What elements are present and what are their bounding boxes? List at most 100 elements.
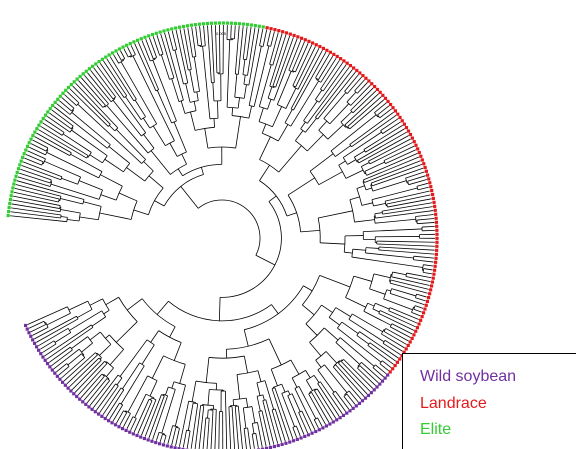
tree-internal-branch — [174, 49, 184, 85]
tree-internal-branch — [286, 212, 297, 217]
tree-leaf-branch — [372, 367, 384, 378]
tree-leaf-branch — [17, 176, 51, 187]
tree-internal-branch — [364, 161, 385, 172]
tree-leaf-branch — [63, 352, 96, 382]
tree-internal-branch — [375, 302, 390, 310]
tree-internal-branch — [341, 321, 359, 334]
tree-leaf-marker — [410, 336, 414, 341]
tree-internal-branch — [318, 120, 328, 131]
tree-leaf-marker — [110, 51, 115, 55]
tree-internal-branch — [87, 156, 89, 158]
legend-item-elite: Elite — [420, 421, 452, 438]
tree-leaf-branch — [386, 194, 431, 205]
tree-internal-branch — [196, 91, 199, 101]
tree-leaf-marker — [233, 21, 237, 26]
tree-leaf-branch — [369, 142, 413, 165]
tree-internal-branch — [132, 55, 175, 141]
tree-internal-branch — [349, 196, 360, 201]
tree-leaf-branch — [378, 313, 415, 331]
tree-leaf-marker — [128, 430, 132, 434]
tree-leaf-marker — [150, 439, 154, 443]
tree-leaf-branch — [290, 49, 323, 110]
tree-leaf-branch — [27, 306, 68, 325]
tree-leaf-branch — [288, 39, 302, 71]
tree-internal-branch — [325, 351, 338, 364]
tree-leaf-branch — [415, 297, 426, 302]
tree-leaf-marker — [21, 155, 25, 159]
tree-leaf-branch — [215, 25, 218, 73]
tree-internal-arc — [314, 388, 318, 391]
tree-internal-branch — [106, 367, 114, 377]
tree-leaf-branch — [13, 191, 59, 203]
tree-leaf-branch — [144, 394, 162, 437]
tree-internal-branch — [281, 383, 286, 393]
tree-leaf-branch — [383, 331, 407, 345]
tree-leaf-branch — [317, 383, 340, 417]
tree-internal-arc — [379, 360, 383, 364]
tree-leaf-branch — [44, 324, 92, 357]
tree-leaf-branch — [187, 27, 193, 58]
tree-leaf-branch — [69, 88, 109, 127]
tree-leaf-marker — [428, 292, 432, 296]
tree-leaf-branch — [120, 50, 126, 59]
tree-leaf-marker — [402, 350, 406, 354]
tree-internal-branch — [105, 361, 107, 363]
tree-leaf-branch — [163, 435, 167, 444]
tree-internal-arc — [69, 152, 72, 156]
tree-leaf-marker — [372, 388, 376, 392]
tree-internal-branch — [105, 296, 119, 306]
tree-internal-arc — [330, 150, 336, 157]
tree-internal-branch — [99, 212, 132, 220]
tree-leaf-branch — [13, 195, 61, 206]
tree-leaf-marker — [414, 143, 418, 147]
tree-leaf-branch — [194, 405, 202, 449]
tree-leaf-branch — [261, 410, 271, 446]
tree-internal-branch — [365, 187, 372, 191]
tree-leaf-branch — [203, 25, 206, 46]
tree-internal-arc — [184, 110, 197, 114]
tree-leaf-branch — [385, 190, 430, 202]
tree-leaf-marker — [41, 355, 45, 359]
tree-leaf-marker — [398, 357, 402, 361]
tree-leaf-marker — [396, 112, 400, 116]
tree-internal-branch — [180, 100, 186, 114]
tree-leaf-branch — [190, 403, 199, 449]
tree-internal-arc — [342, 157, 348, 165]
tree-internal-arc — [82, 199, 85, 205]
tree-leaf-marker — [104, 55, 108, 59]
tree-internal-arc — [354, 90, 358, 94]
tree-leaf-branch — [25, 154, 44, 163]
tree-leaf-marker — [428, 181, 432, 185]
tree-internal-branch — [276, 71, 292, 105]
tree-leaf-branch — [14, 187, 60, 200]
tree-internal-arc — [234, 96, 245, 99]
tree-leaf-branch — [383, 145, 415, 161]
tree-leaf-branch — [96, 383, 116, 411]
tree-internal-arc — [194, 90, 200, 93]
tree-internal-arc — [112, 96, 116, 100]
tree-internal-branch — [99, 344, 112, 356]
tree-internal-arc — [220, 201, 282, 298]
tree-leaf-marker — [325, 48, 329, 52]
tree-leaf-marker — [56, 97, 60, 101]
tree-internal-branch — [148, 175, 164, 189]
tree-leaf-branch — [99, 385, 119, 413]
tree-leaf-marker — [29, 334, 33, 338]
tree-internal-branch — [143, 134, 155, 149]
tree-internal-arc — [258, 121, 273, 128]
tree-leaf-branch — [66, 354, 98, 385]
tree-internal-arc — [317, 217, 321, 243]
tree-internal-arc — [76, 102, 80, 106]
tree-internal-branch — [259, 136, 271, 160]
tree-leaf-marker — [16, 167, 21, 171]
tree-internal-arc — [256, 394, 264, 397]
tree-internal-arc — [292, 370, 306, 379]
tree-internal-branch — [202, 46, 211, 119]
tree-leaf-branch — [413, 308, 422, 313]
tree-leaf-branch — [198, 405, 205, 449]
tree-leaf-marker — [364, 76, 368, 80]
tree-leaf-branch — [379, 108, 392, 119]
tree-internal-branch — [46, 312, 71, 326]
tree-leaf-branch — [348, 390, 359, 403]
tree-leaf-branch — [358, 135, 409, 164]
